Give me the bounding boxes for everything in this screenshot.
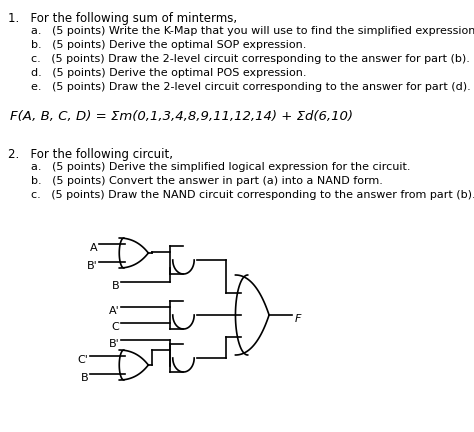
Text: d.   (5 points) Derive the optimal POS expression.: d. (5 points) Derive the optimal POS exp… (31, 68, 306, 78)
Text: C': C' (78, 355, 89, 365)
Text: B': B' (87, 261, 98, 271)
Text: b.   (5 points) Convert the answer in part (a) into a NAND form.: b. (5 points) Convert the answer in part… (31, 176, 383, 186)
Text: B': B' (109, 339, 119, 349)
Text: a.   (5 points) Derive the simplified logical expression for the circuit.: a. (5 points) Derive the simplified logi… (31, 162, 410, 172)
Text: B: B (81, 373, 89, 383)
Text: e.   (5 points) Draw the 2-level circuit corresponding to the answer for part (d: e. (5 points) Draw the 2-level circuit c… (31, 82, 470, 92)
Text: c.   (5 points) Draw the 2-level circuit corresponding to the answer for part (b: c. (5 points) Draw the 2-level circuit c… (31, 54, 469, 64)
Text: C: C (111, 322, 119, 332)
Text: B: B (112, 281, 119, 291)
Text: F(A, B, C, D) = Σm(0,1,3,4,8,9,11,12,14) + Σd(6,10): F(A, B, C, D) = Σm(0,1,3,4,8,9,11,12,14)… (9, 110, 353, 123)
Text: a.   (5 points) Write the K-Map that you will use to find the simplified express: a. (5 points) Write the K-Map that you w… (31, 26, 474, 36)
Text: A': A' (109, 306, 119, 316)
Text: F: F (294, 314, 301, 324)
Text: A: A (90, 243, 98, 253)
Text: 1.   For the following sum of minterms,: 1. For the following sum of minterms, (8, 12, 237, 25)
Text: b.   (5 points) Derive the optimal SOP expression.: b. (5 points) Derive the optimal SOP exp… (31, 40, 306, 50)
Text: c.   (5 points) Draw the NAND circuit corresponding to the answer from part (b).: c. (5 points) Draw the NAND circuit corr… (31, 190, 474, 200)
Text: 2.   For the following circuit,: 2. For the following circuit, (8, 148, 173, 161)
